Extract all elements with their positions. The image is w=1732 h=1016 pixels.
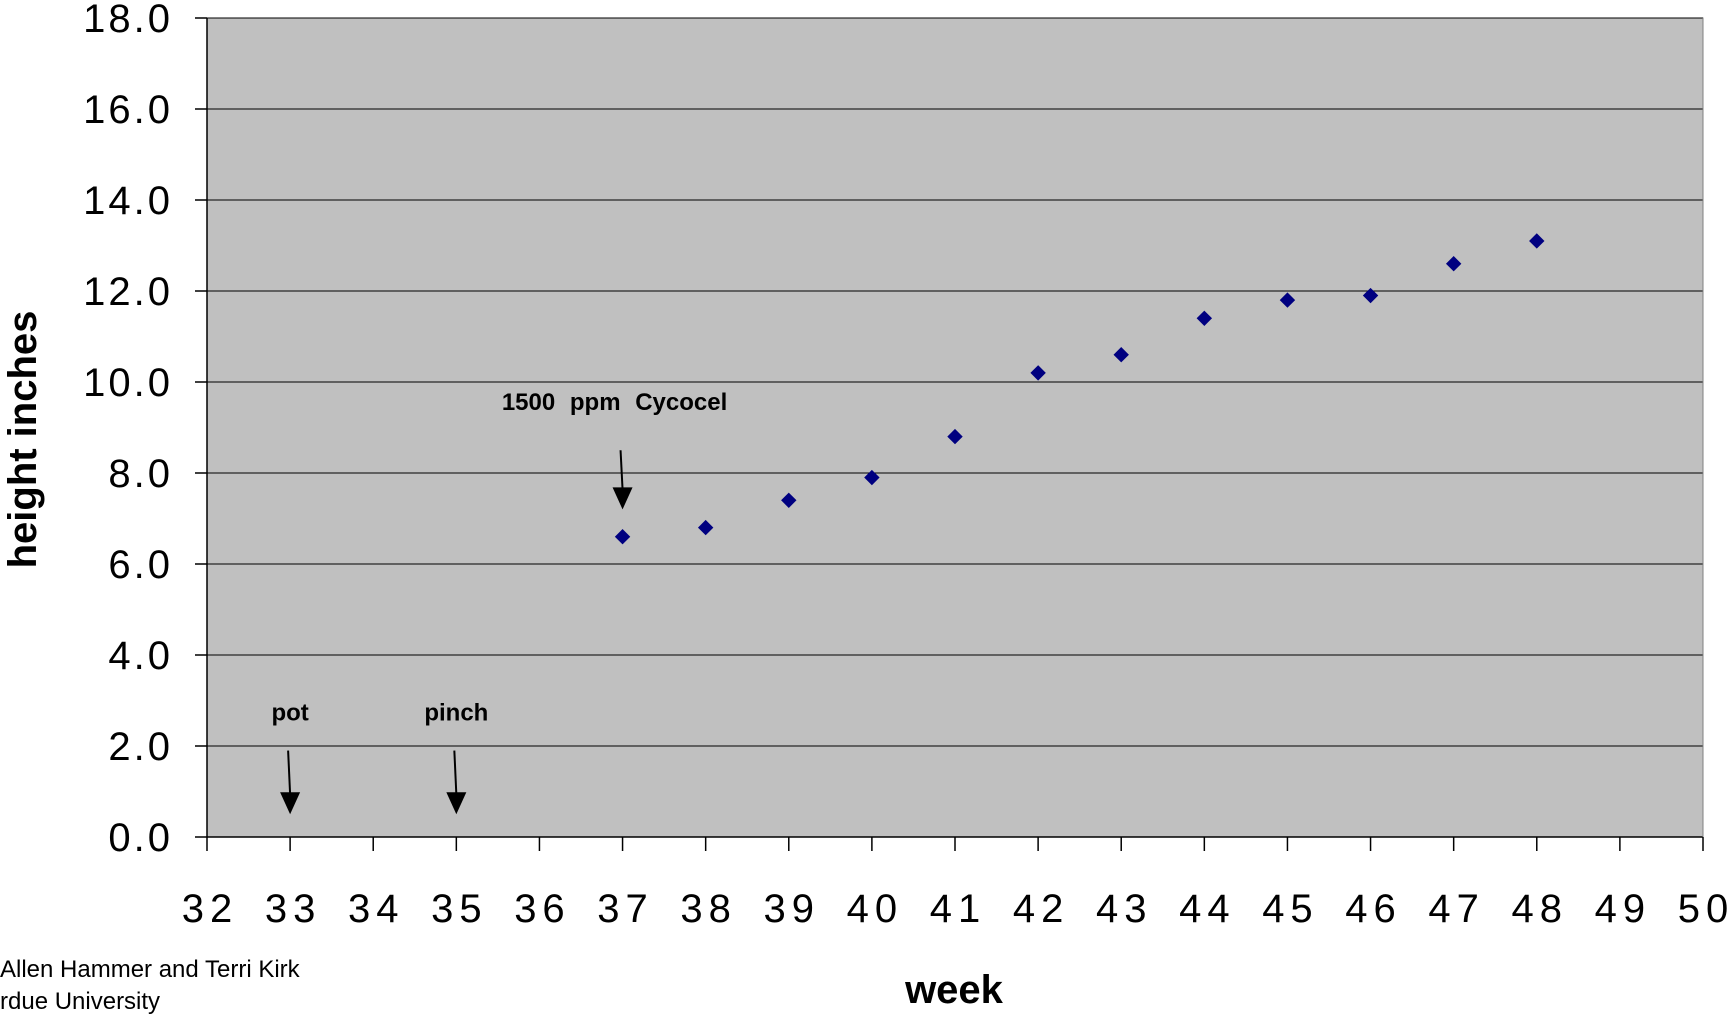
x-tick-label-16: 48 [1512,887,1569,931]
y-tick-label-3: 6.0 [108,543,173,587]
annotation-label-0: 1500 ppm Cycocel [502,389,727,416]
annotation-arrow-head-2 [446,792,467,815]
x-tick-label-3: 35 [431,887,488,931]
data-point-5 [1030,365,1046,381]
data-point-11 [1529,233,1545,249]
data-point-8 [1279,292,1296,308]
annotation-label-2: pinch [424,700,488,727]
gridlines [207,17,1703,747]
y-tick-label-6: 12.0 [83,270,173,314]
annotation-arrow-head-0 [612,487,633,510]
credit-institution: rdue University [0,988,161,1015]
data-point-10 [1445,255,1462,272]
y-tick-label-8: 16.0 [83,88,173,132]
data-point-7 [1196,310,1213,327]
x-tick-label-4: 36 [514,887,571,931]
y-tick-label-4: 8.0 [108,452,173,496]
y-tick-label-2: 4.0 [108,634,173,678]
y-tick-label-1: 2.0 [108,725,173,769]
x-tick-label-13: 45 [1262,887,1319,931]
annotation-arrow-shaft-1 [287,750,292,795]
annotation-arrow-shaft-0 [619,450,624,490]
x-tick-label-14: 46 [1345,887,1402,931]
x-tick-label-7: 39 [764,887,821,931]
x-tick-labels: 32 33 34 35 36 37 38 39 40 41 42 43 44 45 46 47 48 49 50 [182,887,1732,931]
y-axis-title: height inches [1,311,45,569]
y-tick-label-7: 14.0 [83,179,173,223]
data-point-0 [614,528,631,545]
y-tick-label-0: 0.0 [108,816,173,860]
x-tick-label-5: 37 [597,887,654,931]
annotation-arrow-head-1 [280,792,301,815]
annotation-label-1: pot [271,700,308,727]
y-tick-labels: 0.0 2.0 4.0 6.0 8.0 10.0 12.0 14.0 16.0 18.0 [83,0,173,860]
x-tick-label-12: 44 [1179,887,1236,931]
x-tick-label-11: 43 [1096,887,1153,931]
credit-authors: Allen Hammer and Terri Kirk [0,956,300,983]
axes [195,17,1704,851]
data-point-1 [697,519,714,536]
data-point-9 [1362,287,1379,304]
x-axis-title: week [904,968,1004,1008]
x-tick-label-9: 41 [930,887,987,931]
x-tick-label-17: 49 [1595,887,1652,931]
x-tick-label-2: 34 [348,887,405,931]
x-tick-label-0: 32 [182,887,239,931]
data-point-4 [947,428,963,445]
data-point-2 [781,492,797,509]
data-point-6 [1113,346,1129,363]
annotations: 1500 ppm Cycocel pot pinch [271,389,727,815]
x-tick-label-10: 42 [1013,887,1070,931]
data-points [614,233,1545,545]
plot-area [206,17,1704,838]
data-point-3 [864,469,880,486]
y-tick-label-9: 18.0 [83,0,173,41]
annotation-arrow-shaft-2 [453,750,458,795]
x-tick-label-15: 47 [1428,887,1485,931]
x-tick-label-1: 33 [265,887,322,931]
x-tick-label-18: 50 [1678,887,1732,931]
x-tick-label-6: 38 [680,887,737,931]
y-tick-label-5: 10.0 [83,361,173,405]
x-tick-label-8: 40 [847,887,904,931]
